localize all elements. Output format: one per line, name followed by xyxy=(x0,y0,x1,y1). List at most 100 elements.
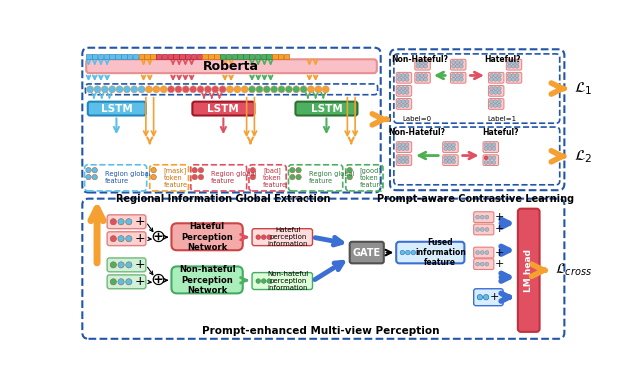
FancyBboxPatch shape xyxy=(252,229,312,246)
Circle shape xyxy=(497,100,501,104)
Circle shape xyxy=(416,77,420,81)
Circle shape xyxy=(401,77,405,81)
Circle shape xyxy=(118,262,124,268)
Circle shape xyxy=(497,77,501,81)
Circle shape xyxy=(448,143,452,147)
Circle shape xyxy=(250,174,255,180)
Circle shape xyxy=(197,86,204,93)
Circle shape xyxy=(476,251,479,254)
Text: LM head: LM head xyxy=(524,249,533,292)
Bar xyxy=(237,54,243,59)
Circle shape xyxy=(511,74,515,77)
Circle shape xyxy=(477,295,483,300)
Circle shape xyxy=(456,60,460,64)
FancyBboxPatch shape xyxy=(488,85,504,96)
Circle shape xyxy=(508,60,511,64)
Bar xyxy=(138,54,144,59)
Circle shape xyxy=(484,143,488,147)
Bar xyxy=(249,54,254,59)
Text: $\mathcal{L}_{cross}$: $\mathcal{L}_{cross}$ xyxy=(555,262,592,278)
FancyBboxPatch shape xyxy=(86,59,377,73)
FancyBboxPatch shape xyxy=(415,59,430,70)
Circle shape xyxy=(411,250,415,255)
Circle shape xyxy=(508,64,511,68)
Bar xyxy=(266,54,272,59)
Circle shape xyxy=(476,215,479,219)
Text: Region global
feature: Region global feature xyxy=(308,171,355,184)
Bar xyxy=(109,54,115,59)
Circle shape xyxy=(400,250,404,255)
Circle shape xyxy=(515,77,519,81)
Circle shape xyxy=(485,228,489,231)
Text: Regional Information Global Extraction: Regional Information Global Extraction xyxy=(116,194,331,204)
Circle shape xyxy=(452,143,456,147)
Text: +: + xyxy=(495,259,504,269)
FancyBboxPatch shape xyxy=(349,242,384,263)
Circle shape xyxy=(452,74,456,77)
Circle shape xyxy=(511,77,515,81)
Circle shape xyxy=(444,156,448,160)
Text: Label=1: Label=1 xyxy=(488,116,517,122)
Circle shape xyxy=(511,64,515,68)
Circle shape xyxy=(490,104,493,107)
Circle shape xyxy=(86,86,93,93)
Circle shape xyxy=(511,60,515,64)
Circle shape xyxy=(492,156,496,160)
FancyBboxPatch shape xyxy=(451,72,466,83)
FancyBboxPatch shape xyxy=(474,259,494,270)
Circle shape xyxy=(138,86,145,93)
Circle shape xyxy=(296,167,301,173)
Circle shape xyxy=(444,143,448,147)
FancyBboxPatch shape xyxy=(474,224,494,235)
Circle shape xyxy=(420,60,424,64)
Text: LSTM: LSTM xyxy=(207,104,239,114)
Circle shape xyxy=(125,279,132,285)
Circle shape xyxy=(484,156,488,160)
Circle shape xyxy=(497,74,501,77)
Bar xyxy=(208,54,214,59)
Circle shape xyxy=(189,86,196,93)
FancyBboxPatch shape xyxy=(474,289,503,306)
FancyBboxPatch shape xyxy=(483,155,499,166)
Circle shape xyxy=(397,143,401,147)
Bar xyxy=(284,54,289,59)
Circle shape xyxy=(480,215,484,219)
Circle shape xyxy=(405,77,409,81)
Circle shape xyxy=(484,147,488,151)
Bar xyxy=(145,54,150,59)
Bar xyxy=(168,54,173,59)
Circle shape xyxy=(401,100,405,104)
Circle shape xyxy=(401,104,405,107)
Bar xyxy=(121,54,127,59)
Text: $\mathcal{L}_1$: $\mathcal{L}_1$ xyxy=(573,80,592,97)
FancyBboxPatch shape xyxy=(396,72,412,83)
Circle shape xyxy=(290,174,295,180)
Bar xyxy=(278,54,284,59)
Bar xyxy=(214,54,220,59)
FancyBboxPatch shape xyxy=(518,209,540,332)
Text: +: + xyxy=(134,258,145,271)
Circle shape xyxy=(405,90,409,94)
Circle shape xyxy=(261,279,266,283)
Circle shape xyxy=(490,100,493,104)
Circle shape xyxy=(405,156,409,160)
Circle shape xyxy=(420,77,424,81)
FancyBboxPatch shape xyxy=(396,242,465,263)
Circle shape xyxy=(497,87,501,90)
FancyBboxPatch shape xyxy=(107,258,146,272)
Text: [bad]
token
feature: [bad] token feature xyxy=(263,167,287,188)
Circle shape xyxy=(397,77,401,81)
Circle shape xyxy=(397,104,401,107)
Text: GATE: GATE xyxy=(353,248,381,258)
Circle shape xyxy=(452,160,456,164)
Circle shape xyxy=(101,86,108,93)
FancyBboxPatch shape xyxy=(474,247,494,258)
Circle shape xyxy=(405,74,409,77)
Text: Prompt-enhanced Multi-view Perception: Prompt-enhanced Multi-view Perception xyxy=(202,326,439,336)
Circle shape xyxy=(515,60,519,64)
FancyBboxPatch shape xyxy=(451,59,466,70)
Circle shape xyxy=(256,86,263,93)
Circle shape xyxy=(397,100,401,104)
Circle shape xyxy=(405,104,409,107)
Circle shape xyxy=(508,77,511,81)
